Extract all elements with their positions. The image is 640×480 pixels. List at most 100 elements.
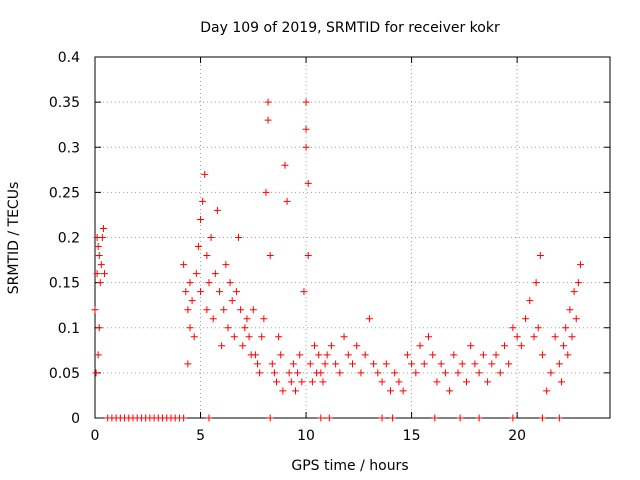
data-point (532, 279, 540, 287)
data-point (258, 333, 266, 341)
data-point (349, 360, 356, 368)
data-point (526, 297, 534, 305)
data-point (547, 369, 555, 377)
data-point (94, 243, 102, 251)
data-point (327, 342, 335, 350)
data-point (450, 351, 458, 359)
data-point (361, 351, 369, 359)
y-tick-label: 0.4 (58, 50, 80, 66)
x-axis-label: GPS time / hours (291, 458, 408, 474)
data-point (230, 333, 238, 341)
data-point (496, 369, 504, 377)
data-point (182, 288, 190, 296)
y-tick-label: 0.25 (49, 185, 80, 201)
x-tick-label: 15 (403, 428, 421, 444)
data-point (389, 414, 397, 422)
data-point (572, 315, 580, 323)
data-point (226, 279, 234, 287)
data-point (513, 333, 521, 341)
data-point (294, 369, 302, 377)
data-point (279, 387, 287, 395)
data-point (560, 342, 568, 350)
data-point (566, 306, 574, 314)
data-point (296, 351, 304, 359)
data-point (399, 387, 407, 395)
data-point (509, 324, 517, 332)
data-point (220, 306, 228, 314)
data-point (317, 369, 325, 377)
data-point (332, 360, 340, 368)
data-point (408, 360, 416, 368)
data-point (203, 306, 211, 314)
data-point (285, 369, 293, 377)
data-point (431, 414, 439, 422)
data-point (180, 414, 188, 422)
data-point (201, 170, 209, 178)
x-axis-ticks: 0 5 10 15 20 (91, 57, 526, 444)
x-tick-label: 5 (196, 428, 205, 444)
data-point (336, 369, 344, 377)
data-point (184, 360, 192, 368)
data-point (340, 333, 348, 341)
data-point (416, 342, 424, 350)
data-point (484, 378, 492, 386)
data-point (323, 351, 331, 359)
data-point (186, 279, 194, 287)
data-point (475, 369, 483, 377)
data-point (298, 378, 306, 386)
data-point (424, 333, 432, 341)
data-point (199, 197, 207, 205)
data-point (386, 387, 394, 395)
data-point (536, 252, 544, 260)
data-point (211, 270, 219, 278)
data-point (488, 360, 496, 368)
data-point (99, 224, 107, 232)
data-point (403, 351, 411, 359)
data-points (91, 98, 584, 422)
data-point (289, 360, 297, 368)
data-point (344, 351, 352, 359)
data-point (319, 378, 327, 386)
data-point (264, 116, 272, 124)
data-point (357, 369, 365, 377)
data-point (429, 351, 437, 359)
data-point (245, 333, 253, 341)
data-point (96, 279, 104, 287)
data-point (100, 270, 108, 278)
data-point (266, 414, 274, 422)
data-point (538, 351, 546, 359)
chart-title: Day 109 of 2019, SRMTID for receiver kok… (200, 20, 500, 36)
data-point (241, 324, 249, 332)
data-point (239, 342, 247, 350)
data-point (557, 378, 565, 386)
data-point (534, 324, 542, 332)
data-point (433, 378, 441, 386)
y-tick-label: 0.05 (49, 366, 80, 382)
data-point (97, 261, 105, 269)
data-point (568, 333, 576, 341)
data-point (270, 369, 278, 377)
data-point (91, 306, 99, 314)
y-axis-ticks: 0 0.05 0.1 0.15 0.2 0.25 0.3 0.35 0.4 (49, 50, 610, 427)
data-point (555, 360, 563, 368)
data-point (273, 378, 281, 386)
data-point (437, 360, 445, 368)
data-point (190, 333, 198, 341)
data-point (378, 378, 386, 386)
data-point (509, 414, 517, 422)
data-point (262, 188, 270, 196)
data-point (306, 360, 314, 368)
data-point (304, 252, 312, 260)
grid-lines (95, 57, 610, 418)
data-point (458, 360, 466, 368)
data-point (260, 315, 268, 323)
data-point (184, 306, 192, 314)
data-point (304, 179, 312, 187)
data-point (391, 369, 399, 377)
data-point (251, 351, 259, 359)
data-point (264, 98, 272, 106)
data-point (277, 351, 285, 359)
data-point (551, 333, 559, 341)
data-point (370, 360, 378, 368)
